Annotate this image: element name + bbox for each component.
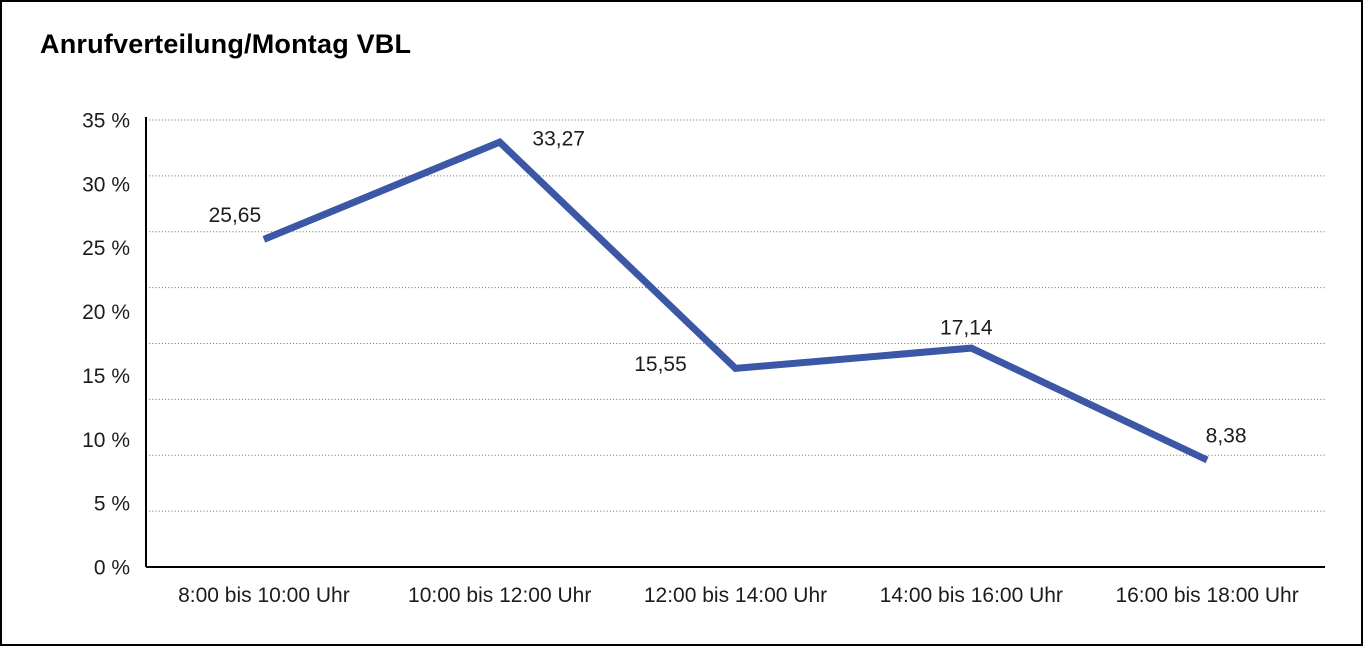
- y-tick-label: 15 %: [82, 365, 130, 388]
- chart-title: Anrufverteilung/Montag VBL: [40, 29, 412, 59]
- data-point-label: 33,27: [532, 128, 585, 151]
- y-tick-label: 25 %: [82, 237, 130, 260]
- x-tick-label: 10:00 bis 12:00 Uhr: [408, 584, 591, 607]
- y-tick-label: 30 %: [82, 173, 130, 196]
- data-point-label: 15,55: [634, 353, 687, 376]
- data-point-label: 25,65: [209, 204, 262, 227]
- y-tick-label: 10 %: [82, 429, 130, 452]
- y-tick-label: 20 %: [82, 301, 130, 324]
- data-point-label: 8,38: [1206, 424, 1247, 447]
- x-tick-label: 16:00 bis 18:00 Uhr: [1115, 584, 1298, 607]
- x-tick-label: 14:00 bis 16:00 Uhr: [880, 584, 1063, 607]
- data-point-label: 17,14: [940, 317, 993, 340]
- x-tick-label: 8:00 bis 10:00 Uhr: [178, 584, 350, 607]
- y-tick-label: 0 %: [94, 557, 130, 580]
- series-line: [262, 137, 1209, 464]
- y-tick-label: 35 %: [82, 110, 130, 133]
- x-tick-label: 12:00 bis 14:00 Uhr: [644, 584, 827, 607]
- y-tick-label: 5 %: [94, 493, 130, 516]
